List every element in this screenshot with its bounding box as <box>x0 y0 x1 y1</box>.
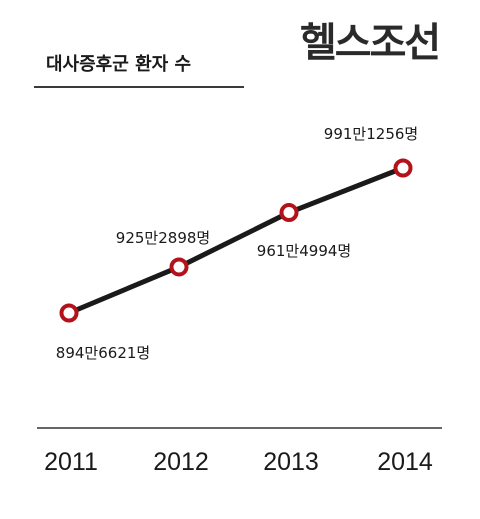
data-label-2011: 894만6621명 <box>56 344 150 362</box>
data-point-2013 <box>279 203 299 223</box>
data-point-2012 <box>169 257 189 277</box>
data-labels: 894만6621명 925만2898명 961만4994명 991만1256명 <box>56 125 418 362</box>
data-markers <box>59 158 413 323</box>
data-label-2014: 991만1256명 <box>324 125 418 143</box>
x-axis-ticks: 2011 2012 2013 2014 <box>44 448 433 476</box>
data-point-2014 <box>393 158 413 178</box>
title-underline <box>34 86 244 88</box>
data-label-2013: 961만4994명 <box>257 242 351 260</box>
data-label-2012: 925만2898명 <box>116 229 210 247</box>
x-tick-label-2013: 2013 <box>263 448 319 476</box>
x-tick-label-2014: 2014 <box>377 448 433 476</box>
data-point-2011 <box>59 303 79 323</box>
chart-title: 대사증후군 환자 수 <box>46 54 192 75</box>
x-tick-label-2012: 2012 <box>153 448 209 476</box>
x-tick-label-2011: 2011 <box>44 448 98 476</box>
series-line <box>68 165 404 316</box>
brand-logo: 헬스조선 <box>300 20 441 66</box>
